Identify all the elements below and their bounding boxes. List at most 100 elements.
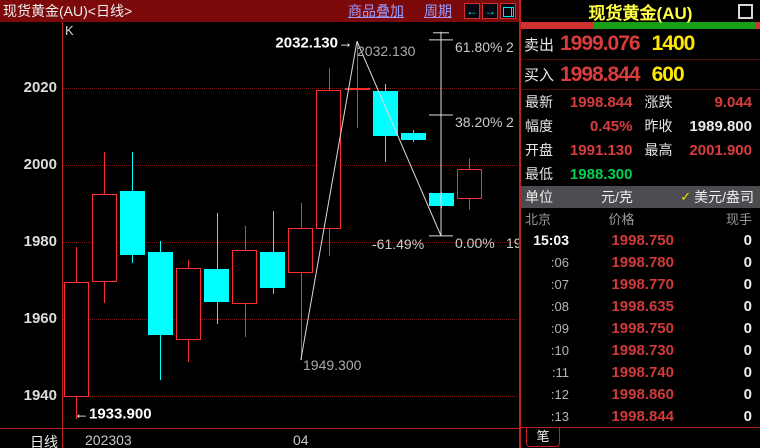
stat-value: 0.45%: [589, 117, 633, 135]
tick-price: 1998.844: [611, 407, 674, 425]
tick-volume: 0: [743, 341, 752, 359]
ask-price: 1999.076: [560, 32, 641, 55]
stat-label: 涨跌: [644, 94, 673, 110]
stat-open: 开盘 1991.130: [521, 138, 641, 162]
tick-volume: 0: [743, 253, 752, 271]
tick-volume: 0: [743, 385, 752, 403]
y-axis-label: 1980: [23, 233, 57, 250]
clipped-price-label: 19: [506, 234, 519, 251]
price-gridline: [63, 319, 517, 320]
header-volume: 现手: [725, 212, 752, 227]
chart-menu: 商品叠加 周期: [348, 1, 452, 21]
chart-window-buttons: ← →: [464, 3, 516, 19]
indicator-label: K: [65, 23, 74, 38]
stat-prev-close: 昨收 1989.800: [641, 114, 760, 138]
tick-price: 1998.860: [611, 385, 674, 403]
restore-window-icon[interactable]: [738, 4, 753, 19]
tile-windows-icon[interactable]: [500, 3, 516, 19]
menu-period[interactable]: 周期: [424, 3, 452, 19]
candle-wick: [216, 212, 218, 324]
tab-tick[interactable]: 笔: [526, 428, 560, 447]
candle-body: [63, 282, 89, 398]
candle-body: [119, 190, 145, 256]
instrument-title: 现货黄金(AU): [588, 3, 693, 23]
buy-ratio-segment: [593, 22, 756, 29]
stat-high: 最高 2001.900: [641, 138, 760, 162]
unit-option-cny-gram[interactable]: 元/克: [601, 189, 633, 205]
tick-volume: 0: [743, 319, 752, 337]
price-annotation: ←1933.900: [74, 405, 152, 423]
stat-label: 幅度: [525, 118, 553, 134]
sell-ratio-segment: [521, 22, 593, 29]
stat-value: 1988.300: [569, 165, 633, 183]
clipped-price-label: 2: [506, 38, 514, 55]
tick-time: 15:03: [533, 232, 569, 248]
x-axis-bar: 日线 202303 04: [0, 428, 519, 448]
stat-change: 涨跌 9.044: [641, 90, 760, 114]
tick-row: :10 1998.730 0: [521, 339, 760, 361]
tick-time: :09: [550, 320, 569, 336]
y-axis-label: 1940: [23, 387, 57, 404]
tick-row: :07 1998.770 0: [521, 273, 760, 295]
stat-label: 昨收: [644, 118, 673, 134]
stat-label: 开盘: [525, 142, 553, 158]
candle-body: [400, 133, 426, 141]
menu-overlay-compare[interactable]: 商品叠加: [348, 3, 404, 19]
stat-value: 1991.130: [569, 141, 633, 159]
tick-time: :10: [550, 342, 569, 358]
candle-body: [344, 88, 370, 91]
tick-row: :06 1998.780 0: [521, 251, 760, 273]
tick-volume: 0: [743, 407, 752, 425]
fib-level-label: 0.00%: [455, 234, 495, 251]
tick-time: :11: [551, 364, 569, 380]
y-axis-label: 1960: [23, 310, 57, 327]
tick-volume: 0: [743, 231, 752, 249]
panel-tab-strip: 笔: [521, 427, 760, 448]
price-annotation: 2032.130: [357, 43, 416, 60]
price-gridline: [63, 165, 517, 166]
candle-body: [91, 193, 117, 283]
period-tab-label[interactable]: 日线: [30, 434, 58, 448]
tick-row: :11 1998.740 0: [521, 361, 760, 383]
window-title: 现货黄金(AU)<日线>: [3, 3, 133, 19]
tick-price: 1998.635: [611, 297, 674, 315]
stat-value: 9.044: [714, 93, 752, 111]
y-axis-line: [62, 22, 63, 448]
tick-time: :12: [550, 386, 569, 402]
tick-row: :09 1998.750 0: [521, 317, 760, 339]
bid-row: 买入 1998.844 600: [521, 60, 760, 90]
candle-body: [288, 227, 314, 274]
quote-panel: 现货黄金(AU) 卖出 1999.076 1400 买入 1998.844 60…: [519, 0, 760, 448]
quote-stats-grid: 最新 1998.844 涨跌 9.044 幅度 0.45% 昨收 1989.800 开盘 1991…: [521, 90, 760, 186]
buy-sell-ratio-bar: [521, 22, 760, 29]
tick-time: :06: [550, 254, 569, 270]
ask-row: 卖出 1999.076 1400: [521, 29, 760, 60]
scroll-right-icon[interactable]: →: [482, 3, 498, 19]
stat-value: 2001.900: [689, 141, 752, 159]
price-annotation: 1949.300: [303, 357, 362, 374]
stat-label: 最高: [644, 142, 673, 158]
price-gridline: [63, 88, 517, 89]
header-time: 北京: [525, 212, 552, 227]
candle-body: [232, 250, 258, 305]
stat-range-pct: 幅度 0.45%: [521, 114, 641, 138]
scroll-left-icon[interactable]: ←: [464, 3, 480, 19]
tick-price: 1998.780: [611, 253, 674, 271]
fib-level-label: 38.20%: [455, 113, 503, 130]
tick-volume: 0: [743, 297, 752, 315]
unit-option-usd-ounce[interactable]: ✓ 美元/盎司: [680, 187, 754, 207]
candle-body: [175, 268, 201, 340]
chart-plot-area[interactable]: K 2020 2000 1980 1960 1940 61.80% 2 38.20% 2 0.00…: [0, 0, 519, 448]
bid-label: 买入: [524, 67, 555, 84]
candle-body: [260, 252, 286, 289]
x-axis-label: 04: [293, 432, 309, 448]
stat-low: 最低 1988.300: [521, 162, 641, 186]
header-price: 价格: [608, 212, 635, 227]
stat-label: 最新: [525, 94, 553, 110]
stat-last: 最新 1998.844: [521, 90, 641, 114]
unit-label: 单位: [525, 189, 553, 205]
tick-price: 1998.770: [611, 275, 674, 293]
candle-wick: [300, 202, 302, 361]
tick-row: :13 1998.844 0: [521, 405, 760, 427]
